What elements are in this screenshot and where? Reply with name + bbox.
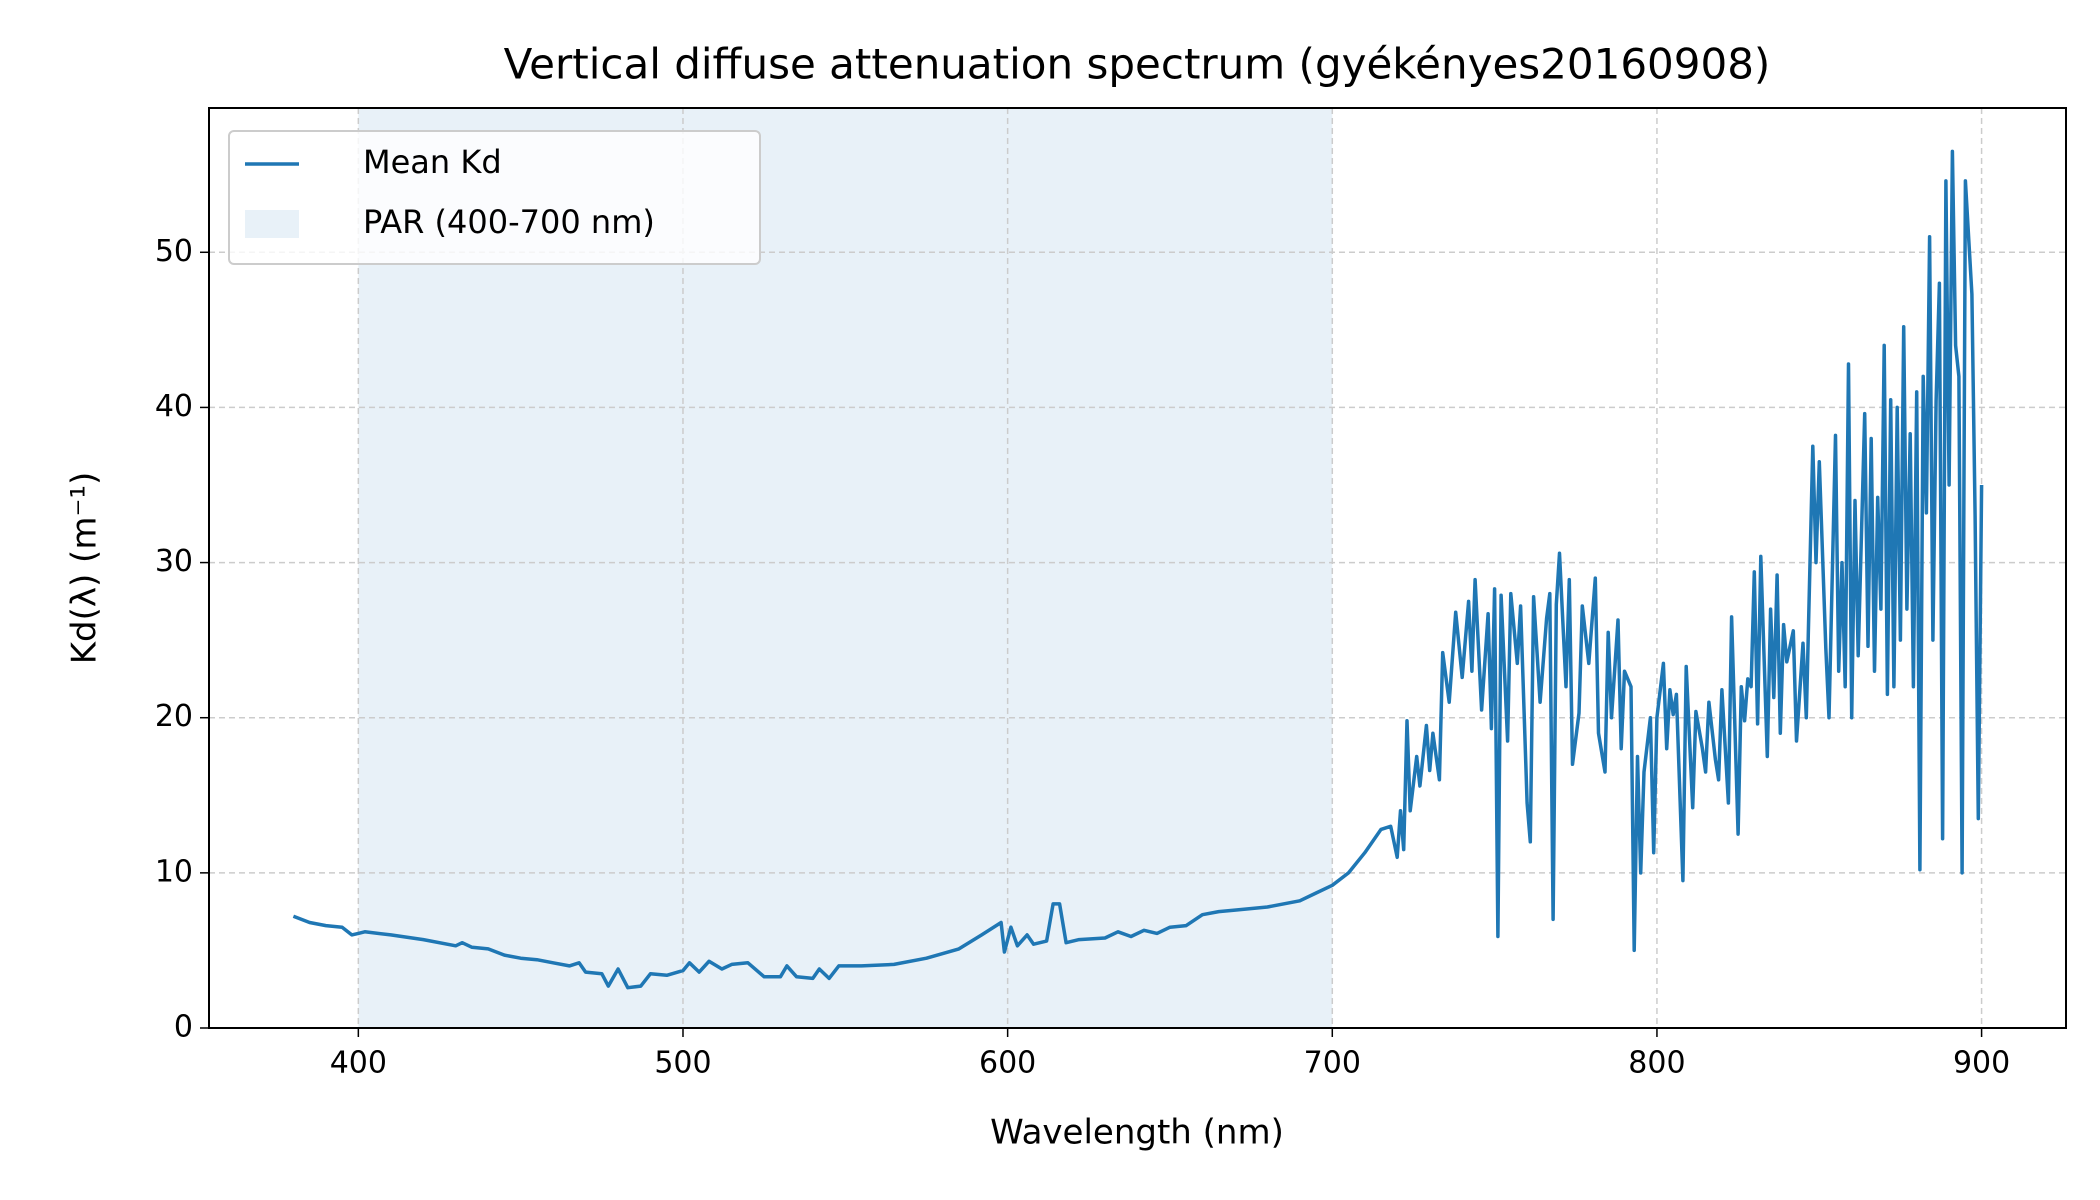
legend-label: PAR (400-700 nm) bbox=[363, 203, 655, 241]
x-tick-label: 500 bbox=[654, 1046, 711, 1081]
x-tick-label: 600 bbox=[979, 1046, 1036, 1081]
data-line bbox=[292, 149, 1984, 990]
y-tick-label: 30 bbox=[155, 544, 193, 579]
legend: Mean Kd PAR (400-700 nm) bbox=[228, 130, 761, 265]
legend-box bbox=[228, 130, 761, 265]
x-tick-label: 900 bbox=[1953, 1046, 2010, 1081]
y-tick-label: 20 bbox=[155, 699, 193, 734]
chart-title: Vertical diffuse attenuation spectrum (g… bbox=[504, 40, 1771, 89]
plot-frame bbox=[208, 107, 2067, 1029]
y-axis-label: Kd(λ) (m⁻¹) bbox=[65, 472, 105, 665]
legend-swatch bbox=[245, 210, 299, 238]
legend-label: Mean Kd bbox=[363, 143, 502, 181]
x-tick-label: 400 bbox=[330, 1046, 387, 1081]
x-tick-label: 700 bbox=[1304, 1046, 1361, 1081]
y-tick-label: 40 bbox=[155, 389, 193, 424]
x-axis-label: Wavelength (nm) bbox=[990, 1113, 1284, 1153]
y-tick-label: 0 bbox=[174, 1010, 193, 1045]
y-tick-label: 50 bbox=[155, 234, 193, 269]
y-tick-label: 10 bbox=[155, 854, 193, 889]
x-tick-label: 800 bbox=[1628, 1046, 1685, 1081]
